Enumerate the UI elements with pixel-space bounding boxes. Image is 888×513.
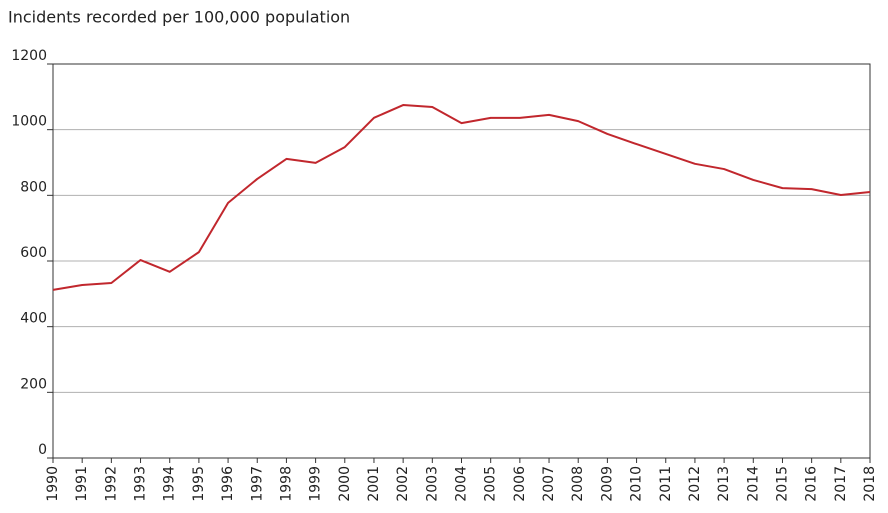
y-tick-label: 1000 [11,114,47,130]
x-tick-label: 1994 [162,466,178,502]
x-tick-label: 2001 [366,466,382,502]
x-tick-label: 1997 [249,466,265,502]
x-tick-label: 1993 [133,466,149,502]
x-tick-label: 1995 [191,466,207,502]
y-tick-label: 1200 [11,48,47,64]
x-tick-label: 1992 [103,466,119,502]
x-tick-label: 1996 [220,466,236,502]
x-tick-label: 2002 [395,466,411,502]
x-tick-label: 2008 [570,466,586,502]
x-tick-label: 2018 [862,466,878,502]
x-tick-label: 2004 [454,466,470,502]
x-tick-label: 2006 [512,466,528,502]
x-tick-label: 2017 [833,466,849,502]
x-tick-label: 2005 [483,466,499,502]
x-tick-label: 2009 [599,466,615,502]
y-tick-label: 200 [20,376,47,392]
x-tick-label: 2014 [745,466,761,502]
y-tick-label: 800 [20,179,47,195]
data-line [52,104,871,291]
x-tick-label: 2012 [687,466,703,502]
x-tick-label: 1991 [74,466,90,502]
x-tick-label: 1999 [308,466,324,502]
x-tick-label: 1990 [45,466,61,502]
x-tick-label: 2016 [804,466,820,502]
y-tick-label: 0 [38,442,47,458]
x-tick-label: 1998 [278,466,294,502]
chart-title: Incidents recorded per 100,000 populatio… [8,8,350,27]
x-tick-label: 2000 [337,466,353,502]
x-tick-label: 2003 [424,466,440,502]
y-tick-label: 400 [20,311,47,327]
y-tick-label: 600 [20,245,47,261]
plot-frame [52,63,871,459]
x-tick-label: 2010 [629,466,645,502]
x-tick-label: 2011 [658,466,674,502]
x-tick-label: 2007 [541,466,557,502]
x-tick-label: 2015 [774,466,790,502]
x-tick-label: 2013 [716,466,732,502]
